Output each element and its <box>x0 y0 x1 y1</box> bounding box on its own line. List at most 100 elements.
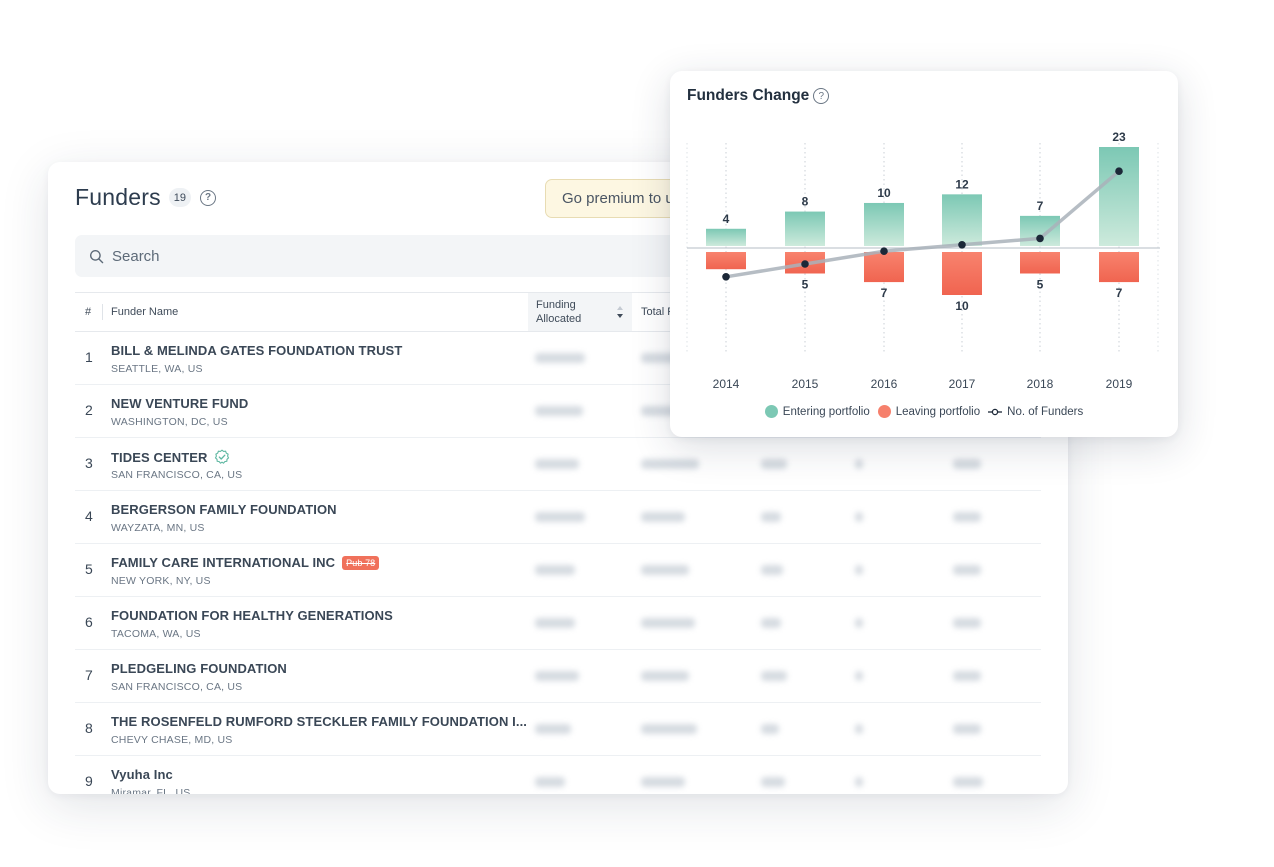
line-point <box>801 260 809 268</box>
blurred-value <box>641 406 693 416</box>
blurred-value <box>855 512 863 522</box>
funder-location: TACOMA, WA, US <box>111 628 201 640</box>
row-number: 3 <box>85 455 93 471</box>
search-input[interactable] <box>112 247 712 265</box>
bar-entering <box>1099 147 1139 246</box>
column-divider <box>102 304 103 320</box>
funder-name-text[interactable]: Vyuha Inc <box>111 767 173 782</box>
sort-icon[interactable] <box>616 305 624 319</box>
funder-name-text[interactable]: TIDES CENTER <box>111 449 208 465</box>
table-row[interactable]: 6 FOUNDATION FOR HEALTHY GENERATIONS TACOM… <box>75 597 1041 650</box>
funder-name-text[interactable]: NEW VENTURE FUND <box>111 396 249 411</box>
chart-header: Funders Change ? <box>687 87 830 105</box>
data-label-entering: 12 <box>955 177 969 191</box>
legend-line-icon <box>988 408 1003 415</box>
data-label-leaving: 5 <box>1037 278 1044 292</box>
blurred-value <box>535 512 585 522</box>
table-row[interactable]: 5 FAMILY CARE INTERNATIONAL INC Pub 78 NEW … <box>75 544 1041 597</box>
funder-name-text[interactable]: FOUNDATION FOR HEALTHY GENERATIONS <box>111 608 393 623</box>
funder-name[interactable]: THE ROSENFELD RUMFORD STECKLER FAMILY FO… <box>111 714 527 729</box>
legend-label-line: No. of Funders <box>1007 405 1084 418</box>
table-row[interactable]: 3 TIDES CENTER SAN FRANCISCO, CA, US <box>75 438 1041 491</box>
funder-name[interactable]: Vyuha Inc <box>111 767 173 782</box>
verified-icon <box>214 449 230 465</box>
table-row[interactable]: 4 BERGERSON FAMILY FOUNDATION WAYZATA, MN,… <box>75 491 1041 544</box>
funder-name[interactable]: NEW VENTURE FUND <box>111 396 248 411</box>
blurred-value <box>761 777 785 787</box>
legend-swatch-leaving <box>877 405 891 418</box>
funders-change-chart: 4 2014 8 5 2015 10 7 2016 12 10 2017 7 5 2018 23 7 2019 <box>686 130 1160 391</box>
funder-location: Miramar, FL, US <box>111 787 191 794</box>
blurred-value <box>535 406 583 416</box>
table-row[interactable]: 9 Vyuha Inc Miramar, FL, US <box>75 756 1041 794</box>
x-tick-label: 2017 <box>949 377 976 391</box>
bar-leaving <box>864 252 904 283</box>
bar-entering <box>864 202 904 246</box>
funder-name[interactable]: PLEDGELING FOUNDATION <box>111 661 287 676</box>
legend-item-entering[interactable]: Entering portfolio <box>764 405 870 418</box>
data-label-entering: 4 <box>723 212 730 226</box>
x-tick-label: 2015 <box>792 377 819 391</box>
column-header-num: # <box>85 306 92 318</box>
blurred-value <box>641 777 685 787</box>
funder-name-text[interactable]: THE ROSENFELD RUMFORD STECKLER FAMILY FO… <box>111 714 528 729</box>
pub78-badge: Pub 78 <box>342 555 380 570</box>
funder-location: SEATTLE, WA, US <box>111 363 203 375</box>
blurred-value <box>953 724 981 734</box>
data-label-leaving: 10 <box>955 299 969 313</box>
blurred-value <box>641 671 689 681</box>
x-tick-label: 2014 <box>713 377 740 391</box>
blurred-value <box>953 512 981 522</box>
help-icon[interactable]: ? <box>200 189 217 206</box>
table-row[interactable]: 7 PLEDGELING FOUNDATION SAN FRANCISCO, CA,… <box>75 650 1041 703</box>
table-row[interactable]: 2 NEW VENTURE FUND WASHINGTON, DC, US <box>75 385 1041 438</box>
help-icon[interactable]: ? <box>813 88 830 104</box>
funders-count-badge: 19 <box>168 188 192 207</box>
blurred-value <box>535 724 571 734</box>
funder-location: WAYZATA, MN, US <box>111 522 205 534</box>
funder-name[interactable]: FOUNDATION FOR HEALTHY GENERATIONS <box>111 608 393 623</box>
line-point <box>1036 234 1044 243</box>
bar-leaving <box>942 252 982 295</box>
table-row[interactable]: 1 BILL & MELINDA GATES FOUNDATION TRUST SE… <box>75 332 1041 385</box>
blurred-value <box>953 618 981 628</box>
blurred-value <box>761 671 787 681</box>
blurred-value <box>855 777 863 787</box>
blurred-value <box>641 512 685 522</box>
blurred-value <box>641 618 695 628</box>
legend-swatch-entering <box>764 405 778 418</box>
funder-name[interactable]: TIDES CENTER <box>111 449 230 465</box>
blurred-value <box>761 724 779 734</box>
funder-name[interactable]: BERGERSON FAMILY FOUNDATION <box>111 502 337 517</box>
funder-location: SAN FRANCISCO, CA, US <box>111 469 243 481</box>
legend-item-line[interactable]: No. of Funders <box>988 406 1083 418</box>
blurred-value <box>535 671 579 681</box>
table-row[interactable]: 8 THE ROSENFELD RUMFORD STECKLER FAMILY F… <box>75 703 1041 756</box>
funder-name[interactable]: BILL & MELINDA GATES FOUNDATION TRUST <box>111 343 402 358</box>
funder-name-text[interactable]: PLEDGELING FOUNDATION <box>111 661 287 676</box>
funders-title: Funders <box>75 184 161 210</box>
funder-location: WASHINGTON, DC, US <box>111 416 228 428</box>
funder-name[interactable]: FAMILY CARE INTERNATIONAL INC Pub 78 <box>111 555 380 570</box>
blurred-value <box>855 671 863 681</box>
row-number: 1 <box>85 349 93 365</box>
chart-title: Funders Change <box>687 87 810 104</box>
column-header-funding-allocated[interactable]: Funding Allocated <box>528 293 632 331</box>
blurred-value <box>855 565 863 575</box>
chart-legend: Entering portfolio Leaving portfolio No.… <box>670 405 1178 418</box>
legend-item-leaving[interactable]: Leaving portfolio <box>877 405 980 418</box>
blurred-value <box>641 724 697 734</box>
blurred-value <box>641 565 689 575</box>
blurred-value <box>641 459 699 469</box>
funders-change-card: 4 2014 8 5 2015 10 7 2016 12 10 2017 7 5 2018 23 7 2019 … <box>670 71 1178 437</box>
bar-leaving <box>1099 252 1139 283</box>
funder-name-text[interactable]: BILL & MELINDA GATES FOUNDATION TRUST <box>111 343 403 358</box>
funder-name-text[interactable]: FAMILY CARE INTERNATIONAL INC <box>111 555 336 570</box>
column-header-funder-name[interactable]: Funder Name <box>111 306 179 318</box>
blurred-value <box>855 724 863 734</box>
funder-name-text[interactable]: BERGERSON FAMILY FOUNDATION <box>111 502 337 517</box>
x-tick-label: 2019 <box>1106 377 1133 391</box>
column-header-funding-allocated-label: Funding Allocated <box>536 299 582 325</box>
funder-location: SAN FRANCISCO, CA, US <box>111 681 243 693</box>
